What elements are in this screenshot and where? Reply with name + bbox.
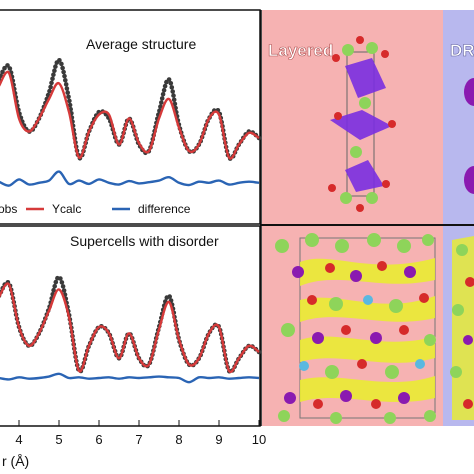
layered-structure-illustration: [328, 36, 396, 212]
bottom-obs-point-37: [53, 279, 59, 285]
top-obs-point-51: [67, 102, 73, 108]
top-obs-point-116: [159, 96, 165, 101]
bottom-obs-point-36: [52, 283, 57, 289]
top-obs-point-32: [47, 88, 52, 94]
right-panel-label: DR: [450, 41, 474, 60]
x-tick-label-8: 8: [175, 432, 182, 447]
bottom-series-ycalc: [0, 282, 260, 374]
top-plot-frame: [0, 9, 261, 225]
top-obs-point-40: [57, 58, 62, 63]
legend-label-ycalc: Ycalc: [52, 202, 81, 216]
structure-panels: Layered DR: [260, 10, 474, 426]
bottom-plot-frame: [0, 225, 261, 427]
bottom-plot-marks: [0, 275, 262, 384]
bottom-obs-point-42: [61, 288, 67, 293]
layered-disorder-illustration: [275, 233, 436, 424]
top-obs-point-119: [162, 83, 168, 89]
top-obs-point-33: [48, 84, 53, 90]
top-obs-point-114: [158, 104, 163, 109]
top-obs-point-47: [64, 86, 70, 91]
bottom-obs-point-35: [51, 287, 56, 293]
legend-label-difference: difference: [138, 202, 191, 216]
x-axis-ticks: 4 5 6 7 8 9 10: [15, 420, 266, 447]
top-obs-point-127: [172, 101, 178, 107]
top-obs-point-5: [7, 66, 13, 71]
top-obs-point-41: [59, 61, 64, 67]
layered-label: Layered: [268, 41, 333, 60]
right-disorder-illustration: [450, 236, 474, 420]
top-plot: Average structure obs Ycalc difference: [0, 9, 262, 225]
x-tick-label-7: 7: [135, 432, 142, 447]
top-obs-point-35: [50, 76, 55, 82]
top-obs-point-3: [2, 65, 7, 71]
bottom-series-difference: [0, 372, 260, 384]
top-plot-marks: [0, 58, 262, 187]
x-axis-label: r (Å): [2, 453, 29, 469]
top-obs-point-34: [49, 80, 54, 86]
top-obs-point-50: [67, 98, 72, 104]
bottom-obs-point-40: [59, 280, 65, 285]
bottom-obs-point-39: [58, 276, 63, 281]
octahedron-mid: [330, 110, 392, 140]
octahedron-top: [345, 58, 386, 98]
top-obs-point-121: [166, 77, 172, 82]
top-obs-point-118: [161, 87, 167, 93]
top-obs-point-2: [0, 69, 5, 75]
top-obs-point-36: [51, 72, 56, 77]
top-obs-point-38: [53, 64, 58, 69]
x-tick-label-4: 4: [15, 432, 22, 447]
x-tick-label-10: 10: [252, 432, 266, 447]
top-series-difference: [0, 170, 260, 187]
top-obs-point-117: [160, 92, 166, 97]
x-tick-label-6: 6: [95, 432, 102, 447]
top-series-ycalc: [0, 70, 260, 160]
bottom-obs-point-117: [167, 294, 172, 299]
x-tick-label-9: 9: [215, 432, 222, 447]
top-obs-point-126: [171, 97, 177, 103]
octahedron-bottom: [345, 160, 384, 192]
top-obs-point-46: [63, 82, 69, 87]
right-structure-illustration: [464, 78, 474, 194]
top-obs-point-125: [171, 93, 176, 98]
top-obs-point-43: [61, 69, 66, 75]
top-obs-point-123: [169, 85, 175, 90]
top-obs-point-115: [159, 100, 164, 105]
x-tick-label-5: 5: [55, 432, 62, 447]
legend-label-obs: obs: [0, 202, 17, 216]
top-obs-point-49: [66, 94, 71, 100]
top-obs-point-44: [62, 73, 67, 79]
top-obs-point-48: [65, 90, 70, 95]
top-obs-point-45: [63, 78, 68, 83]
top-plot-title: Average structure: [86, 36, 196, 52]
bottom-obs-point-41: [60, 284, 66, 289]
top-obs-point-42: [60, 65, 65, 71]
top-obs-point-122: [168, 81, 174, 86]
top-legend: obs Ycalc difference: [0, 202, 191, 216]
bottom-plot: Supercells with disorder 4 5 6 7 8 9 10 r (Å): [0, 225, 266, 469]
bottom-plot-title: Supercells with disorder: [70, 233, 219, 249]
top-obs-point-124: [170, 89, 175, 94]
top-obs-point-37: [52, 68, 57, 73]
top-obs-point-4: [5, 63, 10, 68]
